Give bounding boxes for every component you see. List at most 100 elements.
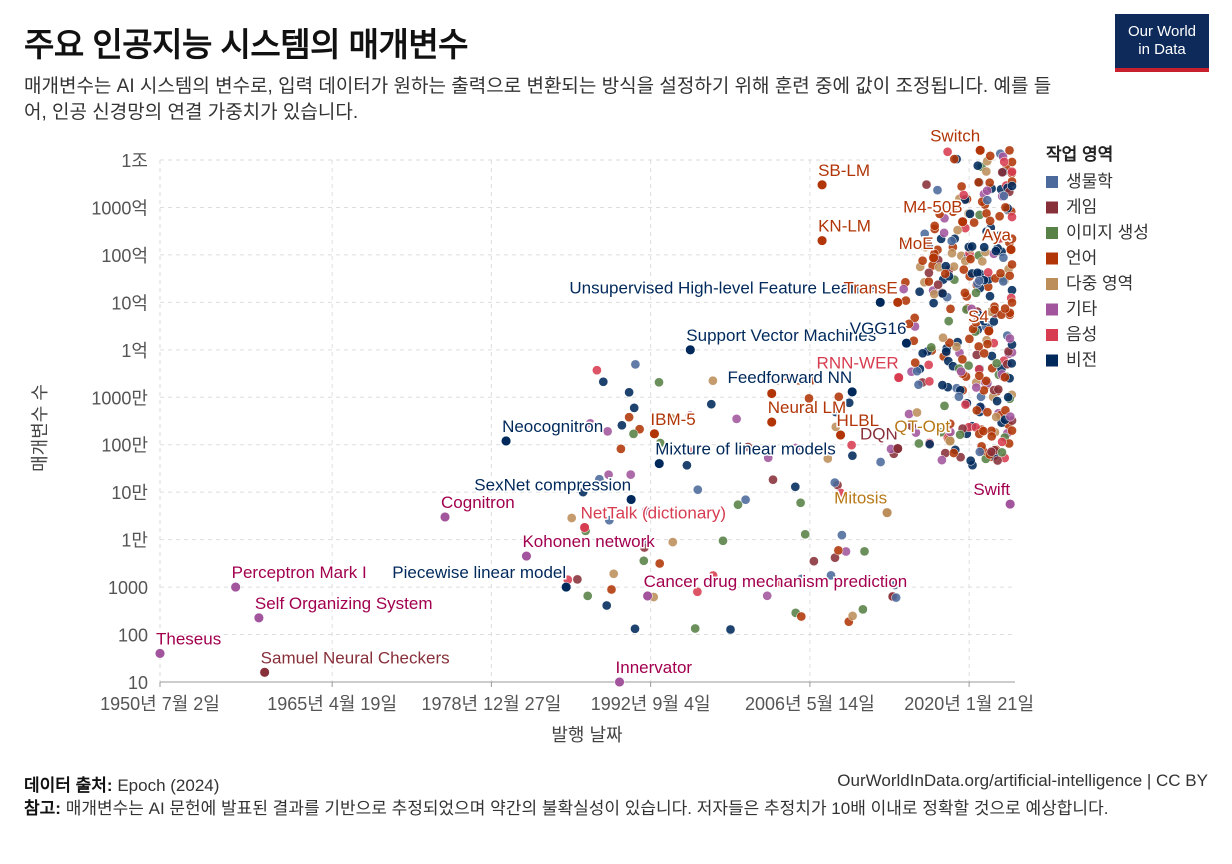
scatter-point[interactable] <box>900 240 911 250</box>
legend-swatch[interactable] <box>1046 227 1058 239</box>
scatter-point[interactable] <box>830 422 841 432</box>
scatter-point[interactable] <box>847 611 858 621</box>
scatter-point[interactable] <box>948 206 958 217</box>
scatter-point[interactable] <box>949 154 960 164</box>
labeled-point[interactable] <box>1005 244 1017 255</box>
scatter-point[interactable] <box>956 366 966 377</box>
scatter-point[interactable] <box>928 298 939 308</box>
labeled-point[interactable] <box>901 338 912 349</box>
labeled-point[interactable] <box>975 145 986 156</box>
scatter-point[interactable] <box>993 233 1004 244</box>
scatter-point[interactable] <box>997 447 1007 458</box>
scatter-point[interactable] <box>960 288 970 298</box>
scatter-point[interactable] <box>982 339 993 349</box>
scatter-point[interactable] <box>624 387 634 398</box>
scatter-point[interactable] <box>948 448 959 458</box>
scatter-point[interactable] <box>594 474 605 485</box>
scatter-point[interactable] <box>922 238 933 248</box>
scatter-point[interactable] <box>906 421 917 431</box>
scatter-point[interactable] <box>601 600 612 611</box>
scatter-point[interactable] <box>608 568 619 579</box>
scatter-point[interactable] <box>740 494 751 505</box>
scatter-point[interactable] <box>617 420 627 431</box>
scatter-point[interactable] <box>706 399 717 410</box>
scatter-point[interactable] <box>989 304 1000 315</box>
scatter-point[interactable] <box>733 499 743 510</box>
labeled-point[interactable] <box>561 582 572 593</box>
scatter-point[interactable] <box>914 286 925 297</box>
scatter-point[interactable] <box>945 304 956 314</box>
scatter-point[interactable] <box>682 460 692 471</box>
labeled-point[interactable] <box>817 179 828 190</box>
scatter-point[interactable] <box>981 226 992 237</box>
scatter-point[interactable] <box>692 484 703 495</box>
scatter-point[interactable] <box>598 376 609 387</box>
scatter-point[interactable] <box>667 537 678 547</box>
labeled-point[interactable] <box>892 443 903 454</box>
labeled-point[interactable] <box>875 297 886 308</box>
scatter-point[interactable] <box>1000 372 1010 383</box>
scatter-point[interactable] <box>1005 411 1016 422</box>
scatter-point[interactable] <box>624 412 634 423</box>
scatter-point[interactable] <box>1003 392 1014 403</box>
scatter-point[interactable] <box>566 513 577 523</box>
scatter-point[interactable] <box>967 241 977 252</box>
labeled-point[interactable] <box>579 522 590 533</box>
labeled-point[interactable] <box>649 428 660 439</box>
scatter-point[interactable] <box>708 375 718 386</box>
scatter-point[interactable] <box>833 391 844 402</box>
labeled-point[interactable] <box>945 435 956 447</box>
scatter-point[interactable] <box>904 319 914 329</box>
legend-item-label[interactable]: 기타 <box>1066 300 1098 319</box>
scatter-point[interactable] <box>912 366 922 377</box>
scatter-point[interactable] <box>957 354 968 365</box>
labeled-point[interactable] <box>253 612 264 623</box>
labeled-point[interactable] <box>882 507 893 518</box>
scatter-point[interactable] <box>965 209 975 219</box>
scatter-point[interactable] <box>616 444 626 454</box>
scatter-point[interactable] <box>985 291 995 302</box>
scatter-point[interactable] <box>578 487 588 497</box>
labeled-point[interactable] <box>154 648 166 659</box>
labeled-point[interactable] <box>259 667 270 678</box>
legend-item-label[interactable]: 게임 <box>1066 198 1097 217</box>
scatter-point[interactable] <box>833 545 844 556</box>
scatter-point[interactable] <box>997 437 1007 447</box>
scatter-point[interactable] <box>997 167 1008 178</box>
scatter-point[interactable] <box>952 225 963 235</box>
scatter-point[interactable] <box>974 447 985 457</box>
scatter-point[interactable] <box>958 190 969 200</box>
scatter-point[interactable] <box>974 275 985 286</box>
labeled-point[interactable] <box>957 216 968 227</box>
scatter-point[interactable] <box>986 446 997 457</box>
scatter-point[interactable] <box>994 211 1005 222</box>
scatter-point[interactable] <box>837 530 847 540</box>
scatter-point[interactable] <box>603 469 614 480</box>
scatter-point[interactable] <box>972 267 983 278</box>
scatter-point[interactable] <box>979 242 990 253</box>
legend-swatch[interactable] <box>1046 252 1058 265</box>
scatter-point[interactable] <box>790 481 801 492</box>
scatter-point[interactable] <box>1007 212 1017 222</box>
scatter-point[interactable] <box>939 401 950 411</box>
owid-logo[interactable]: Our World in Data <box>1115 14 1209 72</box>
scatter-point[interactable] <box>985 216 995 226</box>
labeled-point[interactable] <box>847 386 858 397</box>
scatter-point[interactable] <box>949 261 959 272</box>
scatter-point[interactable] <box>844 397 855 408</box>
scatter-point[interactable] <box>630 359 641 370</box>
scatter-point[interactable] <box>993 384 1004 395</box>
scatter-point[interactable] <box>1000 303 1010 314</box>
scatter-point[interactable] <box>924 267 934 278</box>
scatter-point[interactable] <box>1004 145 1015 156</box>
scatter-point[interactable] <box>858 604 868 615</box>
scatter-point[interactable] <box>971 288 981 298</box>
scatter-point[interactable] <box>1000 202 1011 213</box>
scatter-point[interactable] <box>939 228 949 238</box>
scatter-point[interactable] <box>926 342 937 353</box>
scatter-point[interactable] <box>938 332 948 343</box>
scatter-point[interactable] <box>985 151 996 161</box>
scatter-point[interactable] <box>954 391 964 402</box>
scatter-point[interactable] <box>725 624 736 635</box>
scatter-point[interactable] <box>992 396 1002 406</box>
